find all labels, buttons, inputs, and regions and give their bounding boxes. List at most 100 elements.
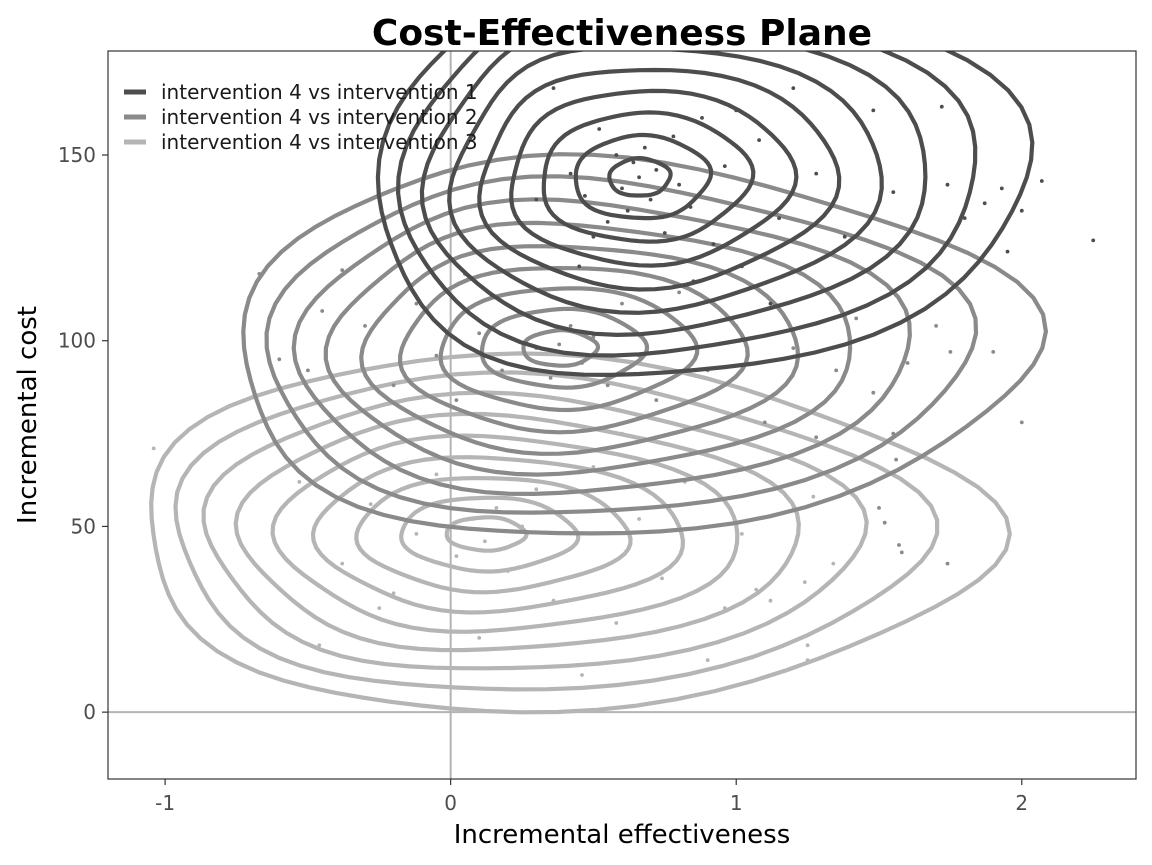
point-series-2-38 (894, 457, 898, 462)
point-series-2-18 (591, 335, 596, 339)
point-series-2-37 (891, 431, 896, 436)
contour-series-1-level-3 (541, 110, 756, 244)
legend: intervention 4 vs intervention 1interven… (124, 80, 478, 154)
point-series-2-26 (762, 420, 767, 425)
y-tick-label-3: 100 (58, 329, 96, 353)
point-series-3-6 (391, 591, 396, 596)
point-series-2-31 (871, 390, 876, 395)
point-series-1-41 (591, 234, 596, 239)
point-series-1-27 (871, 108, 876, 113)
point-series-1-36 (1091, 238, 1096, 243)
point-series-3-20 (637, 517, 641, 521)
point-series-2-23 (677, 290, 681, 295)
point-series-3-18 (591, 465, 596, 469)
point-series-1-5 (605, 220, 610, 224)
point-series-1-4 (597, 127, 602, 131)
point-series-2-10 (477, 331, 482, 336)
point-series-1-12 (648, 197, 653, 202)
point-series-1-42 (691, 279, 696, 284)
contour-series-2-level-8 (264, 174, 979, 515)
point-series-3-4 (340, 561, 345, 566)
plot-layer (108, 51, 1136, 779)
point-series-2-34 (991, 350, 996, 354)
contour-series-3-level-9 (149, 351, 1012, 715)
point-series-3-8 (434, 472, 439, 477)
point-series-2-36 (1019, 420, 1024, 425)
point-series-2-6 (391, 383, 396, 388)
point-series-1-35 (1039, 179, 1044, 183)
point-series-1-45 (768, 301, 773, 306)
point-series-1-33 (999, 186, 1004, 191)
contour-series-3-level-2 (399, 495, 581, 574)
point-series-3-34 (477, 636, 482, 640)
point-series-3-28 (802, 580, 807, 584)
point-series-3-3 (317, 643, 322, 648)
point-series-2-14 (548, 376, 553, 380)
point-series-2-35 (934, 324, 938, 328)
point-series-3-2 (297, 480, 302, 484)
point-series-1-38 (1005, 249, 1010, 254)
point-series-1-1 (551, 86, 556, 90)
point-series-2-40 (882, 520, 887, 525)
point-series-1-17 (688, 205, 693, 209)
point-series-2-44 (320, 309, 325, 313)
contour-series-2-level-4 (397, 265, 750, 435)
contour-series-2-level-5 (359, 244, 801, 456)
legend-label-3: intervention 4 vs intervention 3 (161, 130, 478, 154)
point-series-3-23 (705, 658, 710, 662)
point-series-2-33 (948, 350, 953, 354)
point-series-2-4 (340, 268, 345, 272)
point-series-2-11 (500, 368, 504, 373)
point-series-1-16 (677, 182, 681, 187)
point-series-3-27 (768, 598, 773, 603)
point-series-1-30 (939, 104, 944, 109)
point-series-1-21 (740, 264, 744, 269)
point-series-1-22 (757, 138, 761, 143)
point-series-2-32 (905, 361, 910, 365)
point-series-1-44 (577, 264, 582, 269)
point-series-3-17 (568, 546, 573, 551)
x-tick-label-3: 1 (730, 791, 743, 815)
point-series-3-11 (483, 539, 487, 544)
point-series-2-8 (434, 353, 439, 358)
point-series-3-16 (551, 598, 556, 603)
x-tick-label-4: 2 (1015, 791, 1028, 815)
point-series-1-40 (520, 145, 524, 150)
point-series-2-22 (654, 398, 659, 402)
point-series-2-27 (791, 346, 796, 350)
contour-series-3-level-1 (444, 515, 529, 553)
contour-series-1-level-2 (573, 132, 714, 221)
contour-series-2-level-9 (241, 152, 1049, 536)
point-series-1-29 (911, 223, 916, 228)
point-series-2-25 (734, 324, 739, 328)
point-series-1-15 (671, 134, 676, 139)
point-series-3-5 (368, 502, 373, 506)
point-series-1-10 (637, 175, 641, 180)
point-series-1-9 (631, 160, 636, 165)
point-series-3-1 (151, 446, 156, 451)
point-series-3-9 (454, 554, 459, 558)
point-series-2-42 (899, 550, 904, 555)
series-3 (149, 351, 1012, 715)
y-axis-title: Incremental cost (13, 306, 43, 524)
point-series-3-19 (614, 621, 619, 625)
axes-layer: -1 0 1 2 0 50 100 150 (58, 143, 1028, 815)
point-series-3-36 (620, 431, 624, 436)
legend-label-1: intervention 4 vs intervention 1 (161, 80, 478, 104)
point-series-3-30 (805, 658, 810, 662)
legend-label-2: intervention 4 vs intervention 2 (161, 105, 478, 129)
contour-series-2-level-2 (479, 306, 650, 390)
point-series-2-3 (306, 368, 310, 373)
point-series-1-24 (791, 86, 796, 90)
x-axis-title: Incremental effectiveness (454, 820, 791, 850)
point-series-3-31 (811, 494, 816, 499)
point-series-2-9 (454, 398, 459, 402)
point-series-2-28 (814, 435, 819, 440)
point-series-1-19 (711, 242, 716, 247)
point-series-1-13 (654, 168, 659, 172)
point-series-3-21 (660, 576, 664, 581)
point-series-3-10 (471, 517, 476, 521)
point-series-1-7 (620, 186, 624, 191)
chart-title: Cost-Effectiveness Plane (372, 13, 872, 54)
contour-series-2-level-3 (438, 286, 700, 413)
